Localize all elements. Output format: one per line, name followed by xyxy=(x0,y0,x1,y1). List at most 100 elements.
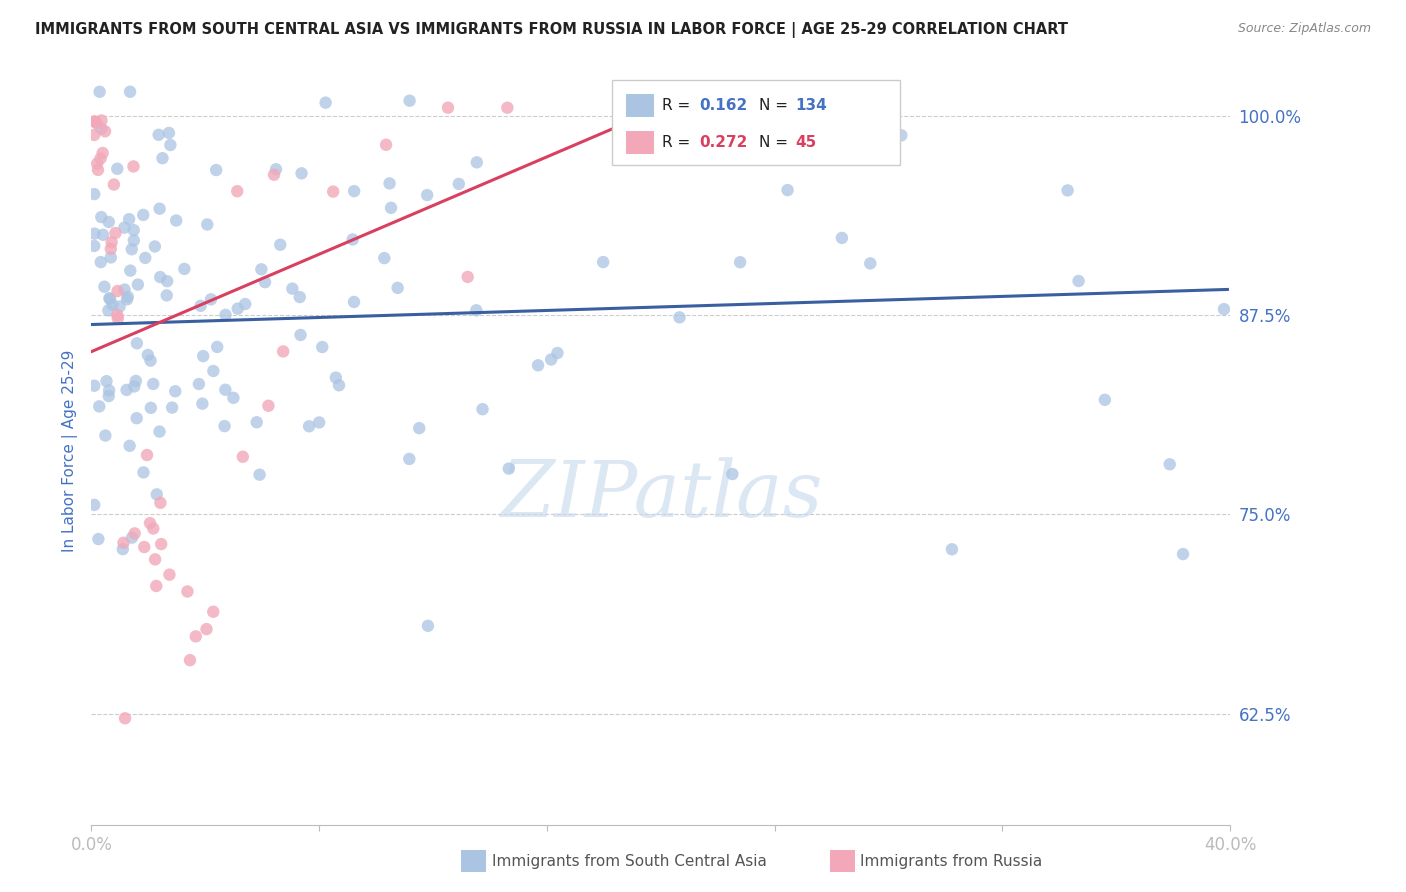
Point xyxy=(311,340,333,354)
Point xyxy=(254,275,277,289)
Text: Immigrants from Russia: Immigrants from Russia xyxy=(860,855,1043,869)
Point xyxy=(122,234,145,248)
Point xyxy=(375,137,398,152)
Point xyxy=(378,177,401,191)
Point xyxy=(1159,457,1181,471)
Point xyxy=(890,128,912,143)
Point xyxy=(107,311,129,326)
Point xyxy=(120,85,142,99)
Point xyxy=(179,653,201,667)
Point xyxy=(83,187,105,202)
Point xyxy=(246,415,269,429)
Text: N =: N = xyxy=(759,98,793,112)
Point xyxy=(191,349,214,363)
Point xyxy=(143,239,166,253)
Point xyxy=(214,308,236,322)
Point xyxy=(156,288,179,302)
Point xyxy=(315,95,337,110)
Point xyxy=(233,297,256,311)
Text: IMMIGRANTS FROM SOUTH CENTRAL ASIA VS IMMIGRANTS FROM RUSSIA IN LABOR FORCE | AG: IMMIGRANTS FROM SOUTH CENTRAL ASIA VS IM… xyxy=(35,22,1069,38)
Point xyxy=(288,290,311,304)
Point xyxy=(1094,392,1116,407)
Point xyxy=(114,283,136,297)
Point xyxy=(416,188,439,202)
Point xyxy=(249,467,271,482)
Text: R =: R = xyxy=(662,98,696,112)
Point xyxy=(398,94,420,108)
Point xyxy=(145,579,167,593)
Y-axis label: In Labor Force | Age 25-29: In Labor Force | Age 25-29 xyxy=(62,350,77,551)
Point xyxy=(145,487,167,501)
Point xyxy=(437,101,460,115)
Point xyxy=(269,237,291,252)
Point xyxy=(416,619,439,633)
Point xyxy=(202,605,225,619)
Point xyxy=(187,377,209,392)
Point xyxy=(157,126,180,140)
Point xyxy=(142,376,165,391)
Point xyxy=(408,421,430,435)
Point xyxy=(328,378,350,392)
Point xyxy=(343,184,366,198)
Point xyxy=(83,128,105,142)
Point xyxy=(91,227,114,242)
Text: 134: 134 xyxy=(796,98,828,112)
Point xyxy=(298,419,321,434)
Point xyxy=(98,384,121,398)
Point xyxy=(195,622,218,636)
Point xyxy=(90,255,112,269)
Point xyxy=(125,374,148,388)
Text: R =: R = xyxy=(662,136,696,150)
Point xyxy=(100,251,122,265)
Point xyxy=(457,269,479,284)
Point xyxy=(124,526,146,541)
Point xyxy=(112,535,135,549)
Point xyxy=(205,340,228,354)
Point xyxy=(136,348,159,362)
Point xyxy=(90,121,112,136)
Point xyxy=(94,124,117,138)
Point xyxy=(471,402,494,417)
Point xyxy=(98,292,121,306)
Point xyxy=(143,552,166,566)
Point xyxy=(115,383,138,397)
Point xyxy=(465,155,488,169)
Point xyxy=(134,540,156,554)
Point xyxy=(263,168,285,182)
Point xyxy=(205,163,228,178)
Point xyxy=(232,450,254,464)
Point xyxy=(100,242,122,256)
Point xyxy=(184,629,207,643)
Point xyxy=(120,263,142,277)
Point xyxy=(87,162,110,177)
Point xyxy=(98,291,121,305)
Point xyxy=(195,218,218,232)
Point xyxy=(125,411,148,425)
Point xyxy=(122,223,145,237)
Point xyxy=(150,537,173,551)
Point xyxy=(132,466,155,480)
Point xyxy=(89,400,111,414)
Point xyxy=(1213,302,1236,317)
Point xyxy=(89,85,111,99)
Point xyxy=(398,451,420,466)
Point xyxy=(117,290,139,304)
Point xyxy=(100,235,122,250)
Point xyxy=(271,344,294,359)
Point xyxy=(83,378,105,392)
Point xyxy=(112,220,135,235)
Point xyxy=(114,711,136,725)
Point xyxy=(191,397,214,411)
Point xyxy=(308,416,330,430)
Point xyxy=(668,310,690,325)
Point xyxy=(831,231,853,245)
Point xyxy=(540,352,562,367)
Point xyxy=(159,138,181,153)
Point xyxy=(86,116,108,130)
Text: ZIPatlas: ZIPatlas xyxy=(499,458,823,533)
Point xyxy=(111,542,134,557)
Point xyxy=(97,303,120,318)
Point xyxy=(118,439,141,453)
Point xyxy=(290,328,312,343)
Point xyxy=(159,567,181,582)
